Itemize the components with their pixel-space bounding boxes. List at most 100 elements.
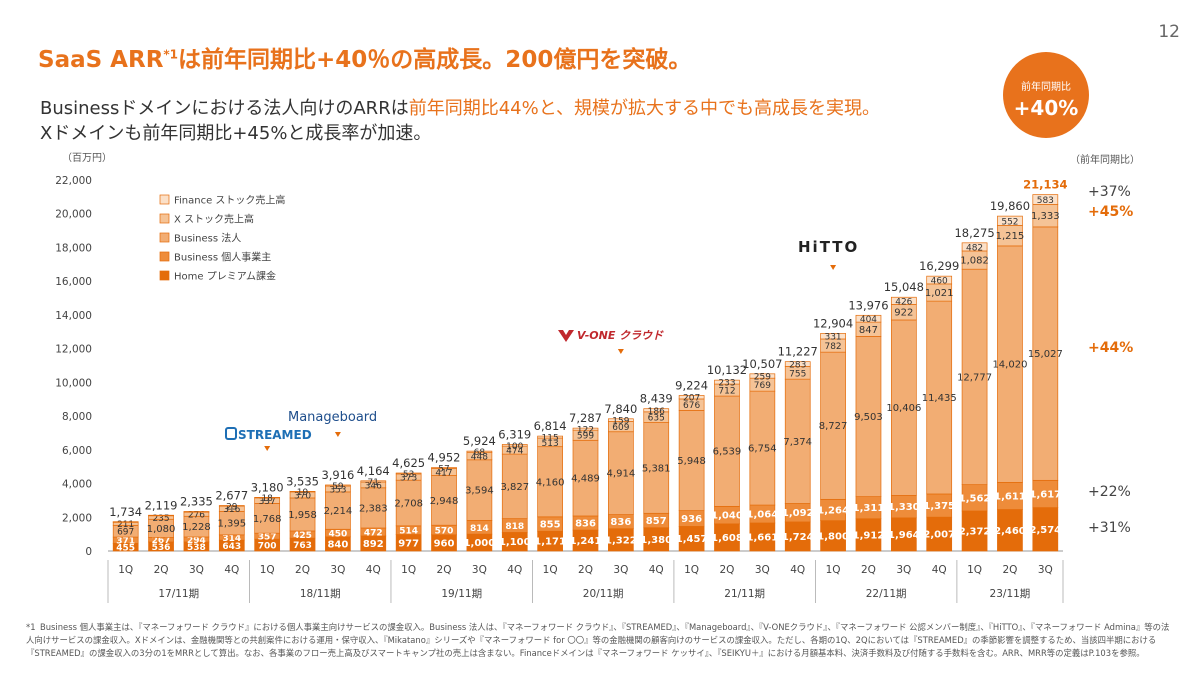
total-label: 15,048 <box>884 280 924 294</box>
title-rest: は前年同期比+40％の高成長。200億円を突破。 <box>178 47 692 73</box>
bar-segment <box>360 480 387 483</box>
x-tick-label: 1Q <box>401 564 416 576</box>
footnote-text: Business 個人事業主は、『マネーフォワード クラウド』における個人事業主… <box>26 622 1170 658</box>
total-label: 18,275 <box>954 226 994 240</box>
bar-segment <box>855 314 882 323</box>
subtitle: Businessドメインにおける法人向けのARRは前年同期比44%と、規模が拡大… <box>40 96 880 146</box>
y-tick-label: 0 <box>85 546 92 558</box>
data-label: 1,912 <box>853 530 885 541</box>
data-label: 1,080 <box>147 524 176 535</box>
data-label: 346 <box>365 481 382 491</box>
data-label: 276 <box>188 510 205 520</box>
marker-arrow-icon <box>264 446 271 451</box>
legend-swatch <box>159 213 170 224</box>
bar-segment <box>183 511 210 513</box>
data-label: 1,768 <box>253 514 282 525</box>
y-tick-label: 14,000 <box>55 310 92 322</box>
page-title: SaaS ARR*1は前年同期比+40％の高成長。200億円を突破。 <box>38 40 691 74</box>
bar-segment <box>466 459 493 521</box>
data-label: 538 <box>187 543 206 553</box>
bar-segment <box>997 509 1023 552</box>
data-label: 1,380 <box>640 535 672 546</box>
bar-segment <box>112 521 139 523</box>
marker-arrow-icon <box>830 265 837 270</box>
yoy-badge-value: +40% <box>1013 96 1079 120</box>
data-label: 1,395 <box>217 519 246 530</box>
bar-segment <box>325 484 351 487</box>
period-label: 23/11期 <box>990 588 1031 600</box>
x-tick-label: 1Q <box>967 564 982 576</box>
data-label: 100 <box>506 442 523 452</box>
data-label: 1,021 <box>925 288 954 299</box>
marker-arrow-icon <box>334 432 341 437</box>
data-label: 1,608 <box>711 533 743 544</box>
data-label: 5,948 <box>677 456 706 467</box>
x-tick-label: 2Q <box>1002 564 1017 576</box>
streamed-logo-icon <box>225 427 237 440</box>
bar-segment <box>1032 507 1059 552</box>
bar-segment <box>325 491 351 530</box>
data-label: 840 <box>327 539 348 550</box>
data-label: 836 <box>575 519 596 530</box>
y-tick-label: 10,000 <box>55 377 92 389</box>
x-tick-label: 4Q <box>366 564 381 576</box>
data-label: 448 <box>471 453 488 463</box>
bar-segment <box>820 520 846 552</box>
data-label: 1,092 <box>782 508 814 519</box>
total-label: 7,840 <box>604 402 637 416</box>
data-label: 12,777 <box>957 372 992 383</box>
data-label: 847 <box>859 325 878 336</box>
period-label: 19/11期 <box>441 588 482 600</box>
data-label: 1,333 <box>1031 211 1060 222</box>
data-label: 2,214 <box>324 506 353 517</box>
total-label: 13,976 <box>848 298 888 312</box>
data-label: 7,374 <box>783 437 812 448</box>
data-label: 2,948 <box>430 496 459 507</box>
data-label: 2,383 <box>359 503 388 514</box>
data-label: 1,611 <box>994 491 1026 502</box>
y-tick-label: 20,000 <box>55 209 92 221</box>
data-label: 8,727 <box>819 421 848 432</box>
data-label: 460 <box>931 277 948 287</box>
total-label: 21,134 <box>1023 178 1067 192</box>
data-label: 1,171 <box>534 537 566 548</box>
data-label: 357 <box>258 533 277 543</box>
data-label: 373 <box>400 474 417 484</box>
data-label: 9,503 <box>854 412 883 423</box>
bar-segment <box>820 333 846 340</box>
x-tick-label: 1Q <box>684 564 699 576</box>
data-label: 68 <box>474 448 486 458</box>
data-label: 1,457 <box>676 534 708 545</box>
data-label: 755 <box>789 369 806 379</box>
legend-swatch <box>159 251 170 262</box>
data-label: 115 <box>542 434 559 444</box>
title-footnote-mark: *1 <box>163 47 179 62</box>
data-label: 635 <box>648 414 665 424</box>
bar-segment <box>961 268 988 486</box>
y-tick-label: 2,000 <box>62 512 92 524</box>
data-label: 14,020 <box>992 360 1027 371</box>
data-label: 6,754 <box>748 444 777 455</box>
data-label: 536 <box>152 543 171 553</box>
bar-segment <box>784 378 811 504</box>
data-label: 211 <box>117 520 134 530</box>
bar-segment <box>254 497 281 499</box>
data-label: 513 <box>542 439 559 449</box>
data-label: 19 <box>297 488 309 498</box>
data-label: 1,617 <box>1029 489 1061 500</box>
data-label: 2,460 <box>994 526 1026 537</box>
legend-swatch <box>159 194 170 205</box>
data-label: 4,489 <box>571 474 600 485</box>
data-label: 814 <box>470 524 489 534</box>
data-label: 259 <box>754 372 771 382</box>
manageboard-logo-icon: Manageboard <box>288 410 377 425</box>
bar-segment <box>997 215 1023 226</box>
bar-segment <box>537 446 563 518</box>
total-label: 12,904 <box>813 316 853 330</box>
x-tick-label: 3Q <box>189 564 204 576</box>
legend-label: Finance ストック売上高 <box>174 194 285 207</box>
x-tick-label: 2Q <box>437 564 452 576</box>
x-tick-label: 1Q <box>260 564 275 576</box>
bar-segment <box>608 418 634 422</box>
